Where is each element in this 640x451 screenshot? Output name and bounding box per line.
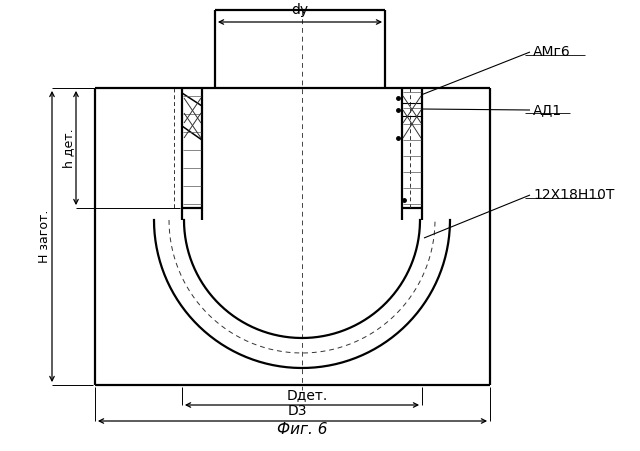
Text: 12Х18Н10Т: 12Х18Н10Т xyxy=(533,188,614,202)
Text: dy: dy xyxy=(291,3,308,17)
Text: D3: D3 xyxy=(288,404,307,418)
Text: Dдет.: Dдет. xyxy=(286,388,328,402)
Text: АД1: АД1 xyxy=(533,103,562,117)
Text: АМг6: АМг6 xyxy=(533,45,571,59)
Text: Н загот.: Н загот. xyxy=(38,210,51,263)
Text: Фиг. 6: Фиг. 6 xyxy=(276,423,327,437)
Text: h дет.: h дет. xyxy=(63,128,76,168)
